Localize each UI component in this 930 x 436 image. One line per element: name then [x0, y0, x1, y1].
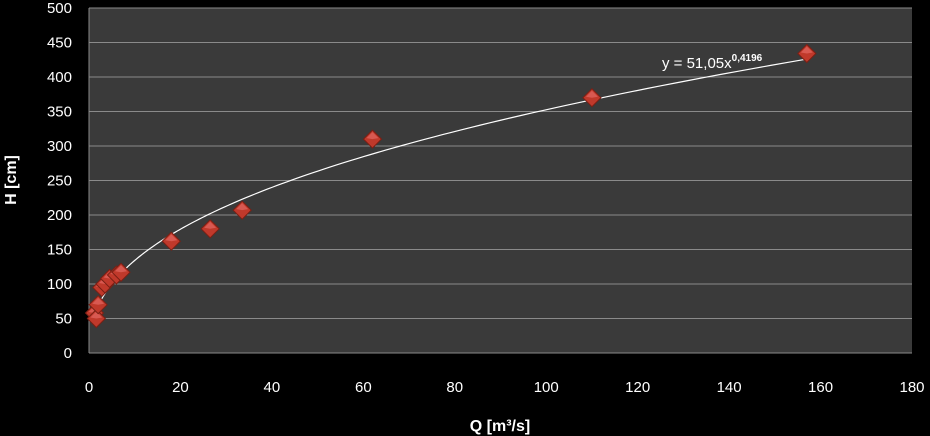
y-tick-label: 300 [47, 138, 72, 155]
x-tick-label: 100 [534, 379, 559, 396]
x-axis-title: Q [m³/s] [470, 418, 530, 435]
y-tick-label: 250 [47, 173, 72, 190]
data-point-highlight [92, 297, 105, 305]
trendline-equation-exponent: 0,4196 [732, 53, 763, 64]
y-tick-label: 0 [64, 345, 72, 362]
x-tick-labels: 0 20 40 60 80 100 120 140 160 180 [85, 379, 925, 396]
y-tick-label: 400 [47, 69, 72, 86]
y-tick-label: 500 [47, 0, 72, 17]
trendline-equation-main: y = 51,05x [662, 55, 732, 72]
data-point-highlight [585, 90, 598, 98]
data-point-highlight [800, 46, 813, 54]
y-tick-labels: 0 50 100 150 200 250 300 350 400 450 500 [47, 0, 72, 362]
x-tick-label: 60 [355, 379, 372, 396]
gridlines [88, 7, 912, 354]
y-tick-label: 100 [47, 276, 72, 293]
x-tick-label: 0 [85, 379, 93, 396]
y-tick-label: 350 [47, 104, 72, 121]
x-tick-label: 180 [899, 379, 924, 396]
data-point-highlight [115, 265, 128, 273]
x-tick-label: 80 [446, 379, 463, 396]
data-points [84, 43, 817, 329]
data-point-highlight [90, 311, 103, 319]
y-tick-label: 450 [47, 35, 72, 52]
x-tick-label: 120 [625, 379, 650, 396]
x-tick-label: 160 [808, 379, 833, 396]
y-axis-title: H [cm] [3, 155, 20, 205]
y-tick-label: 50 [55, 311, 72, 328]
data-point-highlight [366, 132, 379, 140]
trendline-equation: y = 51,05x0,4196 [662, 53, 763, 72]
data-point-highlight [165, 234, 178, 242]
data-point-highlight [236, 203, 249, 211]
y-tick-label: 200 [47, 207, 72, 224]
x-tick-label: 20 [172, 379, 189, 396]
data-point-highlight [204, 221, 217, 229]
x-tick-label: 140 [717, 379, 742, 396]
x-tick-label: 40 [264, 379, 281, 396]
y-tick-label: 150 [47, 242, 72, 259]
